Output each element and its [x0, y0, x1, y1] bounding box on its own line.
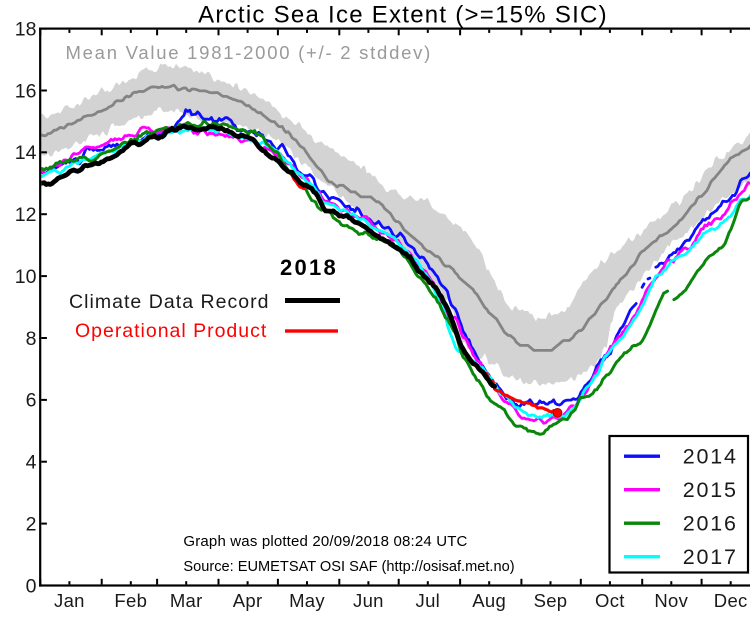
- svg-text:2018: 2018: [280, 255, 338, 280]
- svg-text:Operational Product: Operational Product: [75, 320, 267, 342]
- svg-text:Source: EUMETSAT OSI SAF (http: Source: EUMETSAT OSI SAF (http://osisaf.…: [183, 559, 514, 575]
- svg-text:Jan: Jan: [54, 590, 85, 611]
- svg-text:Dec: Dec: [714, 590, 748, 611]
- svg-text:Oct: Oct: [595, 590, 625, 611]
- svg-text:Apr: Apr: [233, 590, 263, 611]
- svg-text:2014: 2014: [683, 445, 738, 469]
- svg-text:2016: 2016: [683, 512, 738, 536]
- svg-text:14: 14: [15, 142, 37, 164]
- svg-text:18: 18: [15, 18, 37, 40]
- svg-text:2015: 2015: [683, 478, 738, 502]
- svg-text:2017: 2017: [683, 545, 738, 569]
- svg-text:Arctic Sea Ice Extent (>=15% S: Arctic Sea Ice Extent (>=15% SIC): [198, 2, 608, 29]
- svg-text:Mar: Mar: [170, 590, 203, 611]
- svg-text:Jul: Jul: [416, 590, 441, 611]
- svg-text:6: 6: [26, 390, 37, 412]
- svg-text:Nov: Nov: [654, 590, 688, 611]
- svg-text:Aug: Aug: [472, 590, 506, 611]
- svg-text:4: 4: [26, 452, 37, 474]
- svg-text:Feb: Feb: [114, 590, 147, 611]
- svg-text:16: 16: [15, 80, 37, 102]
- svg-text:12: 12: [15, 204, 37, 226]
- svg-text:Graph was plotted 20/09/2018 0: Graph was plotted 20/09/2018 08:24 UTC: [183, 533, 467, 550]
- svg-text:2: 2: [26, 513, 37, 535]
- svg-text:0: 0: [26, 575, 37, 597]
- svg-text:Mean Value 1981-2000 (+/- 2 st: Mean Value 1981-2000 (+/- 2 stddev): [66, 42, 433, 63]
- svg-text:Jun: Jun: [353, 590, 384, 611]
- svg-text:10: 10: [15, 266, 37, 288]
- svg-text:May: May: [289, 590, 325, 611]
- svg-text:Sep: Sep: [534, 590, 568, 611]
- svg-text:Climate Data Record: Climate Data Record: [69, 291, 270, 313]
- svg-text:8: 8: [26, 328, 37, 350]
